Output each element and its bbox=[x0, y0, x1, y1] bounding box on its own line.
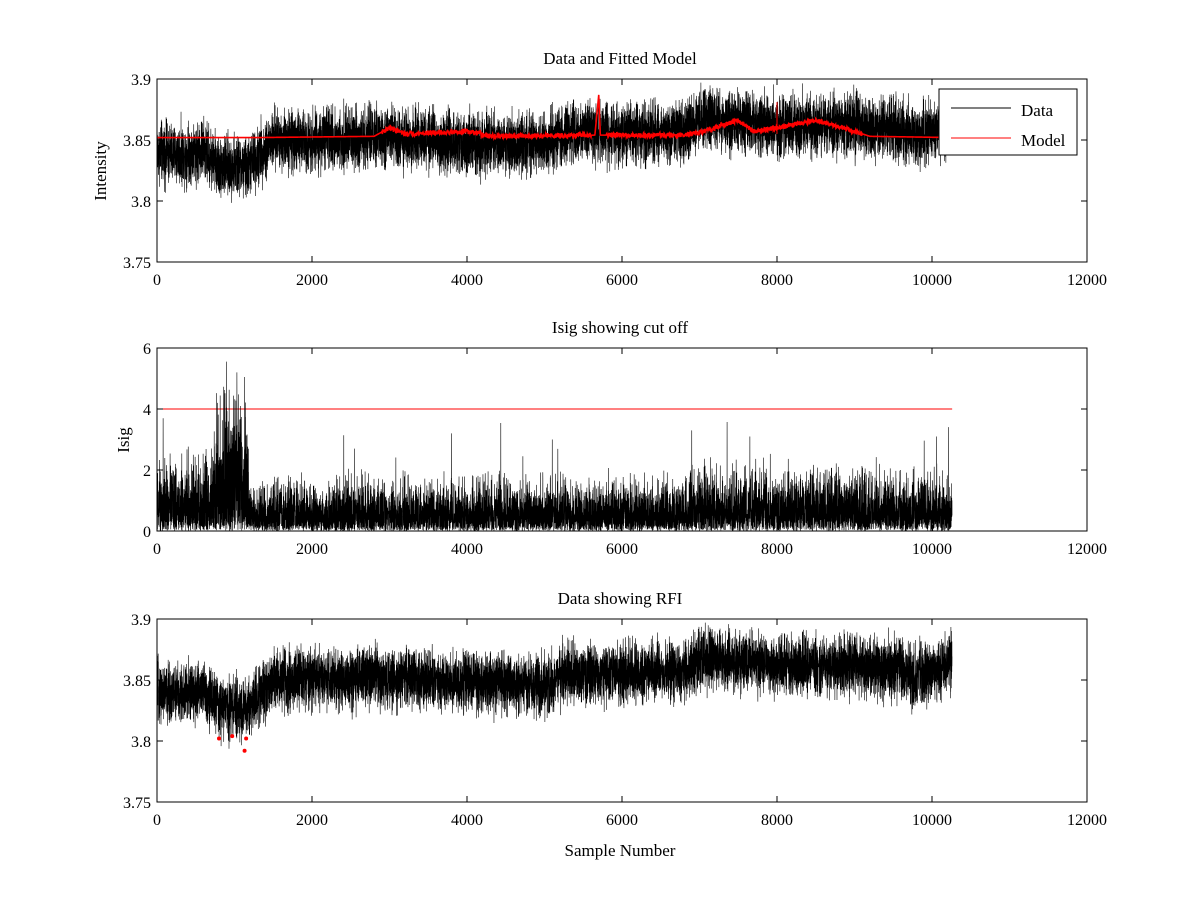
x-tick-label: 12000 bbox=[1067, 272, 1107, 289]
x-axis-label: Sample Number bbox=[565, 841, 676, 860]
y-tick-label: 6 bbox=[143, 341, 151, 358]
y-tick-label: 0 bbox=[143, 524, 151, 541]
chart-title: Data and Fitted Model bbox=[543, 49, 697, 68]
legend-label-model: Model bbox=[1021, 131, 1066, 150]
legend: Data Model bbox=[938, 88, 1078, 156]
x-tick-label: 6000 bbox=[606, 541, 638, 558]
x-tick-label: 12000 bbox=[1067, 541, 1107, 558]
series-line-data bbox=[156, 622, 953, 749]
ticks: 0 2000 4000 6000 8000 10000 12000 3.75 3.8 3.85 3.… bbox=[123, 612, 1107, 829]
x-tick-label: 2000 bbox=[296, 272, 328, 289]
legend-box bbox=[938, 88, 1078, 156]
series-layer bbox=[156, 82, 953, 203]
x-tick-label: 12000 bbox=[1067, 812, 1107, 829]
y-tick-label: 3.75 bbox=[123, 255, 151, 272]
x-tick-label: 6000 bbox=[606, 812, 638, 829]
x-tick-label: 2000 bbox=[296, 541, 328, 558]
panel-data-and-fitted-model: 0 2000 4000 6000 8000 10000 12000 3.75 3.8 3.85 3.… bbox=[91, 49, 1107, 289]
panel-data-showing-rfi: 0 2000 4000 6000 8000 10000 12000 3.75 3.8 3.85 3.… bbox=[123, 589, 1107, 860]
chart-title: Data showing RFI bbox=[558, 589, 683, 608]
y-tick-label: 3.9 bbox=[131, 72, 151, 89]
x-tick-label: 10000 bbox=[912, 541, 952, 558]
x-tick-label: 10000 bbox=[912, 272, 952, 289]
x-tick-label: 4000 bbox=[451, 541, 483, 558]
x-tick-label: 2000 bbox=[296, 812, 328, 829]
rfi-marker bbox=[244, 736, 249, 741]
x-tick-label: 8000 bbox=[761, 272, 793, 289]
chart-title: Isig showing cut off bbox=[552, 318, 688, 337]
x-tick-label: 0 bbox=[153, 541, 161, 558]
x-tick-label: 8000 bbox=[761, 812, 793, 829]
series-layer bbox=[156, 622, 953, 753]
y-axis-label: Isig bbox=[114, 427, 133, 453]
x-tick-label: 8000 bbox=[761, 541, 793, 558]
y-tick-label: 3.85 bbox=[123, 133, 151, 150]
ticks: 0 2000 4000 6000 8000 10000 12000 3.75 3.8 3.85 3.… bbox=[123, 72, 1107, 289]
panel-isig-showing-cut-off: 0 2000 4000 6000 8000 10000 12000 0 2 4 6 Isig sho… bbox=[114, 318, 1107, 558]
y-tick-label: 3.85 bbox=[123, 673, 151, 690]
x-tick-label: 6000 bbox=[606, 272, 638, 289]
y-axis-label: Intensity bbox=[91, 141, 110, 201]
x-tick-label: 4000 bbox=[451, 812, 483, 829]
y-tick-label: 3.8 bbox=[131, 194, 151, 211]
x-tick-label: 10000 bbox=[912, 812, 952, 829]
y-tick-label: 4 bbox=[143, 402, 151, 419]
x-tick-label: 4000 bbox=[451, 272, 483, 289]
y-tick-label: 3.75 bbox=[123, 795, 151, 812]
series-line-model bbox=[157, 94, 953, 142]
ticks: 0 2000 4000 6000 8000 10000 12000 0 2 4 6 bbox=[143, 341, 1107, 558]
y-tick-label: 3.9 bbox=[131, 612, 151, 629]
x-tick-label: 0 bbox=[153, 272, 161, 289]
series-line-data bbox=[156, 82, 953, 203]
series-line-isig bbox=[156, 361, 953, 532]
series-layer bbox=[156, 361, 953, 532]
y-tick-label: 3.8 bbox=[131, 734, 151, 751]
x-tick-label: 0 bbox=[153, 812, 161, 829]
rfi-marker bbox=[242, 748, 247, 753]
legend-label-data: Data bbox=[1021, 101, 1054, 120]
rfi-marker bbox=[217, 736, 221, 741]
rfi-marker bbox=[230, 734, 235, 739]
y-tick-label: 2 bbox=[143, 463, 151, 480]
